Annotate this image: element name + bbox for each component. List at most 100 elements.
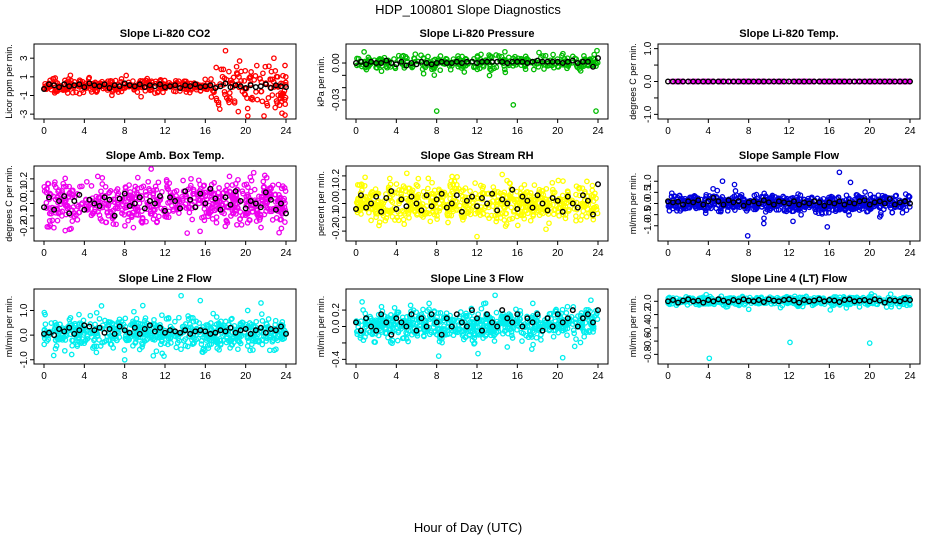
mean-point xyxy=(448,200,455,207)
scatter-outlier xyxy=(250,169,257,176)
scatter-point xyxy=(219,73,226,80)
scatter-point xyxy=(54,205,60,212)
scatter-point xyxy=(384,64,390,71)
scatter-point xyxy=(278,216,285,223)
scatter-point xyxy=(261,113,267,119)
mean-point xyxy=(227,324,234,331)
mean-series xyxy=(41,80,290,92)
mean-point xyxy=(584,58,591,65)
scatter-point xyxy=(536,186,543,193)
scatter-point xyxy=(74,216,81,223)
x-tick-label: 0 xyxy=(41,248,47,259)
scatter-outlier xyxy=(134,174,141,181)
y-tick-label: -0.5 xyxy=(643,206,654,224)
mean-point xyxy=(76,81,83,88)
scatter-point xyxy=(257,76,263,82)
scatter-point xyxy=(569,197,575,204)
scatter-point xyxy=(150,192,157,198)
scatter-point xyxy=(229,207,236,214)
scatter-point xyxy=(486,72,493,79)
scatter-point xyxy=(758,78,765,85)
scatter-point xyxy=(234,71,241,78)
scatter-point xyxy=(121,211,128,218)
panel-5: Slope Gas Stream RH0 4 8 12 16 20 24-0.2-0.10.… xyxy=(316,150,609,259)
mean-point xyxy=(453,311,460,318)
scatter-point xyxy=(354,196,361,203)
y-tick-label: 0.00 xyxy=(331,53,342,73)
mean-point xyxy=(237,83,244,90)
scatter-point xyxy=(222,318,229,325)
mean-point xyxy=(665,78,672,85)
scatter-point xyxy=(373,214,379,221)
scatter-point xyxy=(531,182,538,188)
mean-series xyxy=(353,55,602,70)
x-tick-label: 8 xyxy=(746,248,752,259)
mean-point xyxy=(151,83,158,90)
mean-point xyxy=(116,83,123,90)
mean-point xyxy=(363,61,370,68)
scatter-point xyxy=(228,77,234,84)
scatter-point xyxy=(102,183,109,190)
scatter-point xyxy=(453,207,460,213)
scatter-point xyxy=(493,52,499,58)
scatter-point xyxy=(156,213,162,220)
scatter-point xyxy=(60,180,67,187)
mean-point xyxy=(177,84,184,91)
scatter-point xyxy=(864,78,871,85)
scatter-outlier xyxy=(760,220,767,227)
mean-point xyxy=(61,81,68,88)
scatter-point xyxy=(472,180,478,186)
y-axis-label: ml/min per min. xyxy=(4,296,14,358)
scatter-outlier xyxy=(93,349,100,356)
mean-point xyxy=(851,78,858,85)
mean-point xyxy=(413,200,420,207)
scatter-point xyxy=(418,52,424,59)
scatter-point xyxy=(253,218,260,224)
scatter-point xyxy=(427,218,434,225)
scatter-point xyxy=(491,338,498,344)
scatter-point xyxy=(260,70,266,77)
x-tick-label: 16 xyxy=(824,248,836,259)
scatter-point xyxy=(189,216,196,223)
scatter-point xyxy=(99,181,106,187)
scatter-point xyxy=(150,206,157,213)
x-tick-label: 24 xyxy=(280,126,292,137)
scatter-point xyxy=(59,208,66,215)
scatter-point xyxy=(402,53,409,60)
panel-4: Slope Amb. Box Temp.0 4 8 12 16 20 24-0.2-0.10… xyxy=(4,150,297,259)
scatter-point xyxy=(854,78,861,85)
scatter-point xyxy=(429,179,435,186)
scatter-point xyxy=(51,224,57,231)
mean-point xyxy=(232,188,239,195)
scatter-point xyxy=(229,210,236,217)
scatter-outlier xyxy=(478,51,484,58)
scatter-point xyxy=(563,200,570,206)
scatter-point xyxy=(377,56,384,63)
x-tick-label: 0 xyxy=(665,371,671,382)
scatter-point xyxy=(420,70,427,77)
mean-point xyxy=(131,83,138,90)
scatter-point xyxy=(106,190,112,196)
scatter-point xyxy=(562,215,569,222)
scatter-point xyxy=(233,63,240,70)
scatter-outlier xyxy=(178,292,184,299)
mean-point xyxy=(252,84,259,91)
scatter-point xyxy=(76,311,82,318)
scatter-point xyxy=(88,89,95,95)
scatter-point xyxy=(366,209,372,216)
scatter-outlier xyxy=(719,178,726,185)
scatter-point xyxy=(564,303,571,310)
scatter-point xyxy=(272,68,279,74)
scatter-point xyxy=(243,193,250,200)
scatter-outlier xyxy=(474,233,480,240)
mean-point xyxy=(559,60,566,67)
mean-point xyxy=(272,206,279,213)
scatter-point xyxy=(41,341,48,348)
scatter-point xyxy=(373,210,379,217)
scatter-point xyxy=(573,336,579,342)
scatter-point xyxy=(514,213,520,220)
scatter-point xyxy=(126,182,132,188)
scatter-point xyxy=(588,192,595,199)
x-tick-label: 20 xyxy=(864,126,876,137)
